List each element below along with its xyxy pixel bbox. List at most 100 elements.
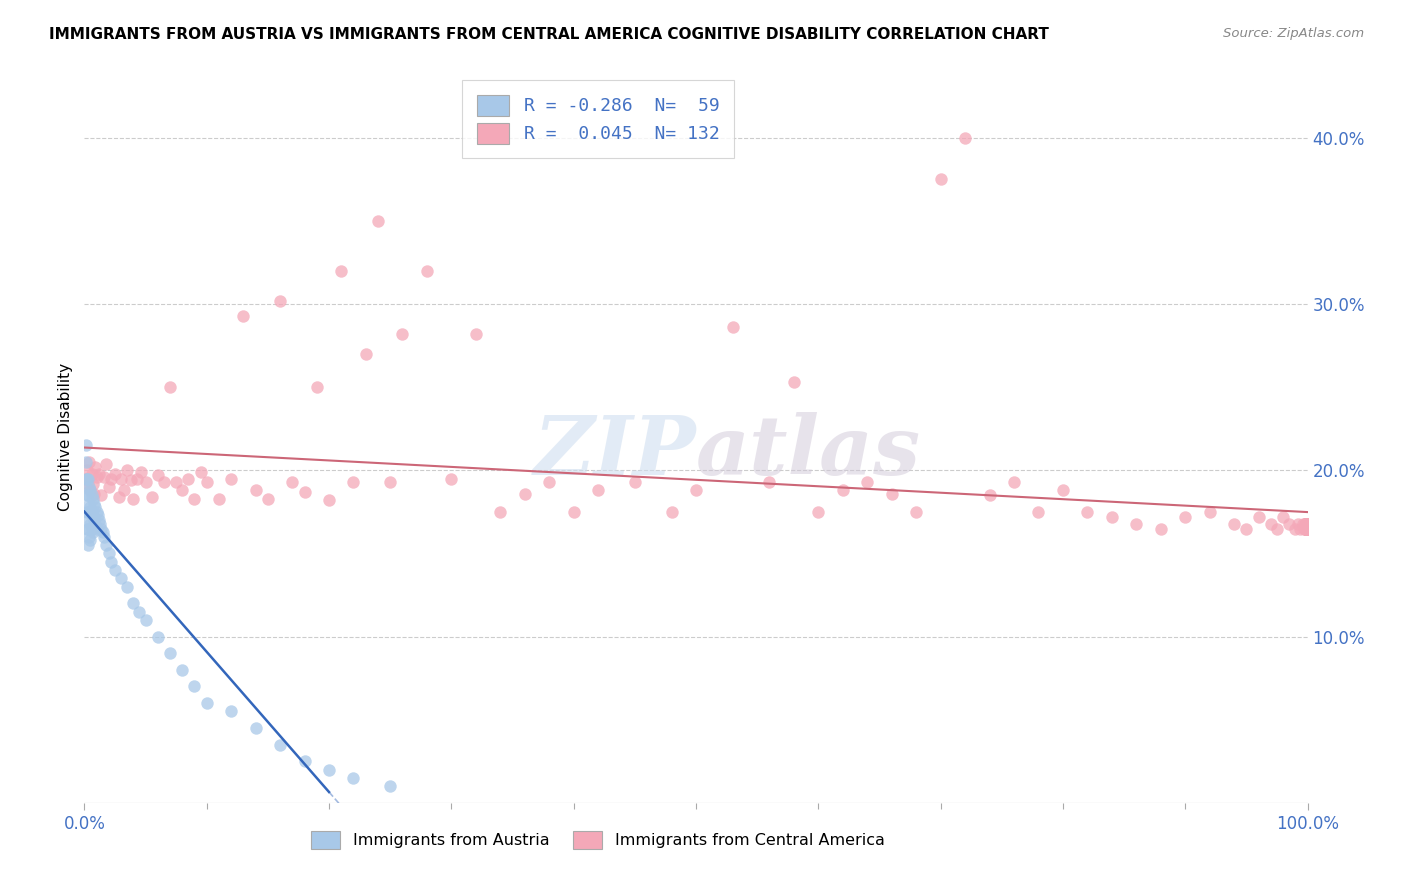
Point: [93, 530, 115, 544]
Point: [76, 463, 98, 477]
Point: [721, 320, 744, 334]
Point: [77, 513, 100, 527]
Point: [1295, 521, 1317, 535]
Point: [172, 663, 194, 677]
Point: [391, 326, 413, 341]
Point: [318, 763, 340, 777]
Point: [783, 375, 806, 389]
Point: [305, 380, 328, 394]
Point: [1295, 516, 1317, 531]
Point: [90, 521, 112, 535]
Point: [79, 500, 101, 514]
Point: [153, 475, 176, 489]
Point: [159, 646, 181, 660]
Point: [135, 475, 157, 489]
Point: [80, 488, 103, 502]
Point: [190, 465, 212, 479]
Point: [159, 380, 181, 394]
Point: [219, 472, 242, 486]
Point: [1295, 516, 1317, 531]
Point: [90, 488, 112, 502]
Point: [1295, 521, 1317, 535]
Point: [880, 486, 903, 500]
Point: [115, 580, 138, 594]
Point: [1198, 505, 1220, 519]
Point: [1295, 521, 1317, 535]
Point: [929, 172, 952, 186]
Point: [1295, 521, 1317, 535]
Point: [76, 488, 98, 502]
Point: [100, 555, 122, 569]
Point: [112, 483, 135, 498]
Point: [1236, 521, 1258, 535]
Y-axis label: Cognitive Disability: Cognitive Disability: [58, 363, 73, 511]
Point: [77, 497, 100, 511]
Point: [77, 455, 100, 469]
Point: [79, 516, 101, 531]
Point: [1028, 505, 1050, 519]
Point: [1295, 521, 1317, 535]
Point: [86, 470, 108, 484]
Point: [107, 490, 129, 504]
Point: [294, 484, 316, 499]
Point: [77, 476, 100, 491]
Point: [380, 779, 402, 793]
Point: [1295, 521, 1317, 535]
Point: [104, 563, 127, 577]
Point: [84, 460, 107, 475]
Point: [1289, 521, 1312, 535]
Point: [86, 521, 108, 535]
Point: [97, 546, 120, 560]
Point: [87, 513, 110, 527]
Point: [856, 475, 879, 489]
Point: [172, 483, 194, 498]
Point: [1295, 521, 1317, 535]
Point: [96, 457, 118, 471]
Point: [135, 613, 157, 627]
Point: [1295, 516, 1317, 531]
Point: [80, 467, 103, 481]
Point: [77, 488, 100, 502]
Point: [354, 347, 377, 361]
Point: [440, 472, 463, 486]
Point: [82, 508, 104, 523]
Point: [79, 483, 101, 498]
Point: [1295, 521, 1317, 535]
Point: [100, 472, 122, 486]
Point: [1295, 521, 1317, 535]
Point: [110, 472, 132, 486]
Point: [1002, 475, 1025, 489]
Point: [1150, 521, 1173, 535]
Point: [979, 488, 1001, 502]
Point: [342, 771, 364, 785]
Point: [1295, 516, 1317, 531]
Point: [464, 326, 486, 341]
Point: [1174, 509, 1197, 524]
Point: [91, 524, 114, 539]
Point: [77, 480, 100, 494]
Point: [257, 491, 280, 506]
Point: [1223, 516, 1246, 531]
Point: [269, 738, 291, 752]
Point: [758, 475, 780, 489]
Point: [76, 472, 98, 486]
Point: [905, 505, 928, 519]
Point: [77, 472, 100, 486]
Point: [146, 468, 169, 483]
Point: [75, 455, 97, 469]
Point: [318, 493, 340, 508]
Point: [84, 516, 107, 531]
Point: [129, 465, 152, 479]
Point: [82, 524, 104, 539]
Point: [586, 483, 609, 498]
Point: [1292, 521, 1315, 535]
Point: [75, 472, 97, 486]
Point: [77, 530, 100, 544]
Point: [77, 505, 100, 519]
Point: [245, 721, 267, 735]
Point: [1295, 521, 1317, 535]
Point: [1295, 521, 1317, 535]
Point: [76, 505, 98, 519]
Point: [80, 521, 103, 535]
Point: [183, 491, 205, 506]
